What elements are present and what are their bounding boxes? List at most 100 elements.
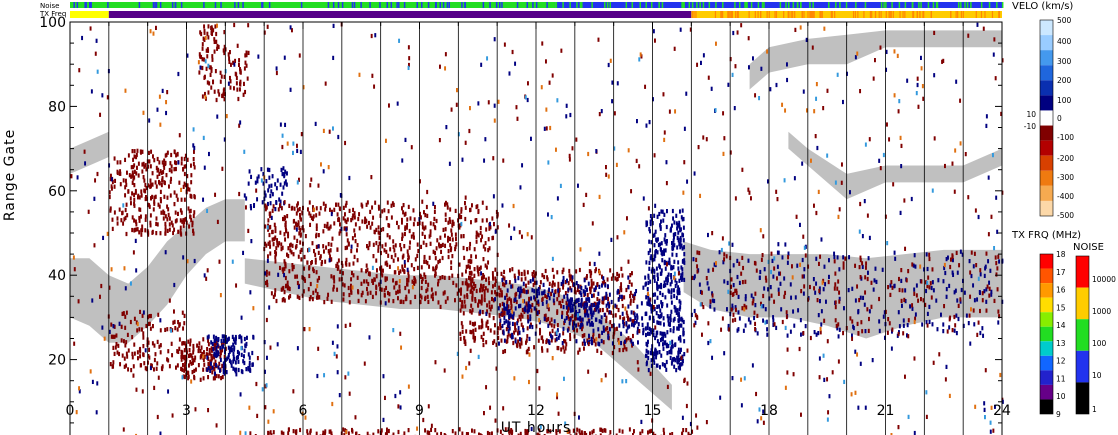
velocity-cell (299, 215, 302, 220)
velocity-cell (531, 271, 534, 277)
velocity-cell (407, 289, 410, 294)
velocity-cell (770, 293, 773, 298)
velocity-cell (659, 247, 662, 252)
velocity-cell (163, 165, 166, 170)
velocity-cell (274, 259, 277, 264)
velocity-cell (561, 341, 564, 346)
velocity-cell (424, 428, 427, 433)
velocity-cell (583, 333, 586, 338)
velocity-cell (678, 290, 681, 296)
velocity-cell (451, 237, 454, 242)
velocity-cell (592, 328, 595, 333)
velocity-cell (626, 216, 628, 221)
velocity-cell (784, 290, 787, 296)
velocity-cell (444, 212, 447, 217)
velocity-cell (483, 411, 485, 416)
velocity-cell (764, 320, 767, 325)
velocity-cell (193, 165, 196, 170)
velocity-cell (755, 391, 758, 397)
txfreq-tick (890, 11, 892, 18)
velocity-cell (666, 262, 668, 267)
velocity-cell (377, 245, 380, 250)
velocity-cell (342, 427, 345, 432)
velocity-cell (953, 314, 956, 320)
velocity-cell (572, 428, 575, 433)
velocity-cell (541, 346, 543, 351)
velocity-cell (596, 297, 599, 302)
noise-tick (658, 2, 660, 8)
velocity-cell (658, 314, 661, 320)
velocity-cell (368, 242, 371, 247)
velocity-cell (709, 299, 712, 304)
velocity-cell (280, 247, 283, 252)
velocity-cell (96, 69, 99, 74)
velocity-cell (173, 150, 176, 155)
velocity-cell (429, 221, 432, 226)
velocity-cell (486, 319, 489, 324)
velocity-cell (799, 262, 802, 267)
velocity-cell (373, 84, 376, 89)
velocity-cell (734, 288, 737, 293)
velocity-cell (838, 267, 841, 272)
velocity-cell (989, 420, 992, 425)
velocity-cell (496, 213, 499, 218)
velocity-cell (207, 366, 210, 371)
velocity-cell (701, 332, 703, 337)
velocity-cell (517, 276, 520, 281)
velocity-cell (399, 405, 402, 410)
velocity-cell (192, 213, 195, 219)
velocity-cell (123, 364, 126, 369)
velocity-cell (192, 360, 194, 366)
velocity-cell (324, 259, 327, 264)
velocity-cell (541, 348, 544, 353)
velocity-cell (150, 149, 153, 154)
velocity-cell (524, 95, 527, 100)
txfreq-tick (810, 11, 812, 18)
velocity-cell (715, 261, 717, 266)
velocity-cell (599, 427, 602, 432)
velocity-cell (617, 307, 620, 313)
velocity-cell (309, 428, 312, 433)
velocity-cell (553, 282, 556, 287)
velocity-cell (329, 248, 332, 253)
velocity-cell (557, 288, 560, 293)
velocity-cell (177, 211, 179, 217)
velocity-cell (438, 258, 441, 264)
velocity-cell (661, 331, 664, 336)
velocity-cell (616, 276, 619, 282)
velocity-cell (867, 328, 870, 334)
velocity-cell (601, 283, 603, 288)
velocity-cell (231, 259, 234, 264)
velocity-cell (226, 356, 229, 361)
velocity-cell (744, 323, 747, 328)
velocity-cell (838, 207, 841, 212)
velocity-cell (202, 197, 205, 202)
velocity-cell (621, 303, 624, 309)
velocity-cell (131, 173, 134, 178)
velocity-cell (183, 219, 186, 225)
velocity-cell (558, 333, 561, 338)
velocity-cell (268, 305, 271, 310)
velocity-cell (351, 270, 353, 276)
velocity-cell (178, 346, 181, 351)
velocity-cell (233, 86, 235, 91)
velocity-cell (499, 318, 502, 323)
velocity-cell (287, 427, 290, 432)
velocity-cell (407, 384, 410, 389)
velocity-cell (188, 353, 190, 359)
velocity-cell (551, 283, 554, 288)
velocity-cell (392, 328, 395, 333)
velocity-cell (996, 287, 999, 292)
velocity-cell (674, 109, 677, 114)
velocity-cell (833, 286, 836, 291)
velocity-cell (132, 250, 135, 255)
velocity-cell (618, 273, 621, 278)
velocity-cell (488, 300, 491, 305)
velocity-cell (297, 222, 300, 227)
velocity-cell (567, 281, 570, 286)
velocity-cell (332, 284, 335, 289)
velocity-cell (561, 270, 564, 275)
velocity-cell (120, 324, 123, 329)
velocity-cell (503, 320, 506, 325)
velocity-cell (437, 300, 440, 305)
